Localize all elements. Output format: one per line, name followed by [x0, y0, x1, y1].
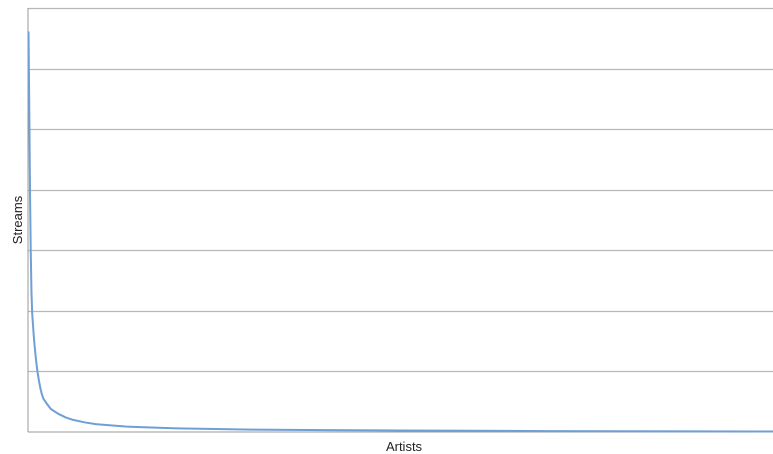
x-axis-title: Artists — [386, 439, 423, 454]
series-group — [27, 31, 773, 433]
series-line-0 — [27, 31, 773, 433]
gridlines — [28, 7, 773, 373]
y-axis-title: Streams — [10, 195, 25, 244]
